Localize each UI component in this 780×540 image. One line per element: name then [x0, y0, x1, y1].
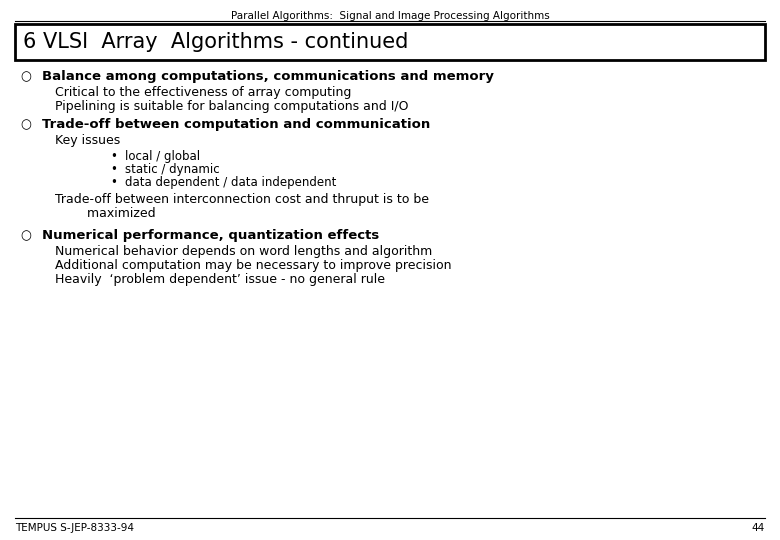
Text: 44: 44	[752, 523, 765, 533]
Text: Critical to the effectiveness of array computing: Critical to the effectiveness of array c…	[55, 86, 351, 99]
Text: Heavily  ‘problem dependent’ issue - no general rule: Heavily ‘problem dependent’ issue - no g…	[55, 273, 385, 286]
FancyBboxPatch shape	[15, 24, 765, 60]
Text: static / dynamic: static / dynamic	[125, 163, 220, 176]
Text: Parallel Algorithms:  Signal and Image Processing Algorithms: Parallel Algorithms: Signal and Image Pr…	[231, 11, 549, 21]
Text: Trade-off between computation and communication: Trade-off between computation and commun…	[42, 118, 431, 131]
Text: Key issues: Key issues	[55, 134, 120, 147]
Text: ○: ○	[20, 229, 31, 242]
Text: •: •	[110, 163, 117, 176]
Text: Additional computation may be necessary to improve precision: Additional computation may be necessary …	[55, 259, 452, 272]
Text: Numerical performance, quantization effects: Numerical performance, quantization effe…	[42, 229, 379, 242]
Text: •: •	[110, 150, 117, 163]
Text: TEMPUS S-JEP-8333-94: TEMPUS S-JEP-8333-94	[15, 523, 134, 533]
Text: 6 VLSI  Array  Algorithms - continued: 6 VLSI Array Algorithms - continued	[23, 32, 409, 52]
Text: Balance among computations, communications and memory: Balance among computations, communicatio…	[42, 70, 494, 83]
Text: Trade-off between interconnection cost and thruput is to be: Trade-off between interconnection cost a…	[55, 193, 429, 206]
Text: Numerical behavior depends on word lengths and algorithm: Numerical behavior depends on word lengt…	[55, 245, 432, 258]
Text: ○: ○	[20, 118, 31, 131]
Text: •: •	[110, 176, 117, 189]
Text: maximized: maximized	[55, 207, 156, 220]
Text: ○: ○	[20, 70, 31, 83]
Text: local / global: local / global	[125, 150, 200, 163]
Text: data dependent / data independent: data dependent / data independent	[125, 176, 336, 189]
Text: Pipelining is suitable for balancing computations and I/O: Pipelining is suitable for balancing com…	[55, 100, 409, 113]
